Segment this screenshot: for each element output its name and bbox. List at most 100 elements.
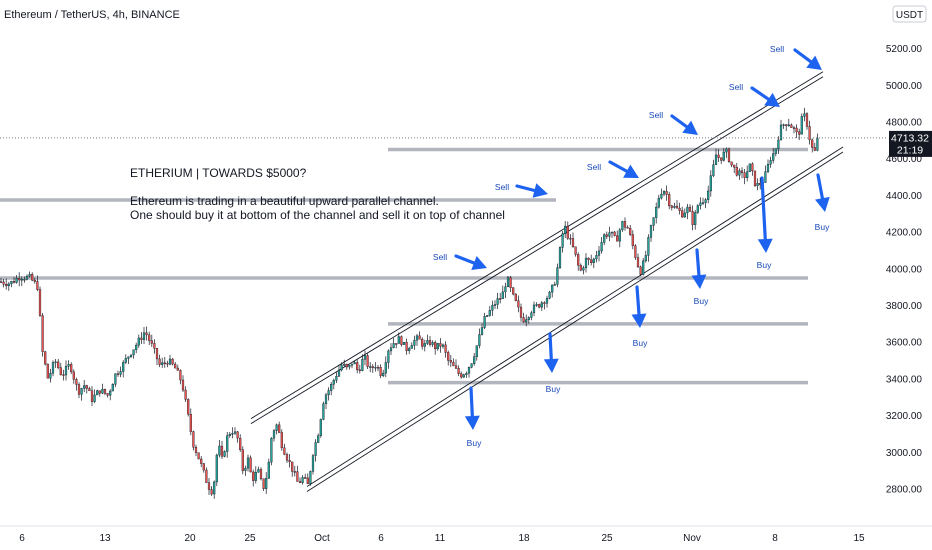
arrow-shaft xyxy=(695,248,701,277)
candle-body xyxy=(402,342,406,345)
candle-body xyxy=(155,348,159,360)
candle-body xyxy=(545,298,549,304)
candle-body xyxy=(72,371,75,380)
candle-body xyxy=(681,210,684,218)
candle-body xyxy=(610,231,614,234)
time-tick-label: Nov xyxy=(683,533,701,544)
candle-body xyxy=(795,127,798,133)
candle-body xyxy=(233,431,237,434)
candle-body xyxy=(496,298,499,305)
candle-body xyxy=(725,148,728,153)
candle-body xyxy=(678,207,681,211)
candle-body xyxy=(46,363,49,379)
candle-body xyxy=(655,206,658,218)
candle-body xyxy=(527,317,530,320)
candle-body xyxy=(621,221,624,231)
candle-body xyxy=(634,245,637,258)
candle-body xyxy=(36,281,39,290)
candle-body xyxy=(109,390,112,396)
time-tick-label: 15 xyxy=(853,533,865,544)
candle-body xyxy=(348,365,351,368)
candle-body xyxy=(779,124,783,141)
candle-body xyxy=(291,461,294,472)
candle-body xyxy=(166,362,169,365)
candle-body xyxy=(194,446,198,453)
candle-body xyxy=(5,283,8,287)
candle-body xyxy=(639,266,642,275)
candle-body xyxy=(0,281,3,283)
channel-lower-line xyxy=(306,151,844,492)
candle-body xyxy=(415,335,419,341)
candle-body xyxy=(376,366,380,369)
candle-body xyxy=(735,167,738,176)
candle-body xyxy=(636,257,640,268)
candle-body xyxy=(774,148,777,154)
price-tick-label: 3400.00 xyxy=(886,374,923,385)
candle-body xyxy=(714,154,718,165)
time-tick-label: 20 xyxy=(184,533,196,544)
price-tick-label: 5200.00 xyxy=(886,44,923,55)
candle-body xyxy=(787,124,790,127)
arrow-head xyxy=(815,196,830,212)
candle-body xyxy=(707,190,710,200)
candle-body xyxy=(727,148,731,163)
candle-body xyxy=(293,471,296,473)
price-axis[interactable] xyxy=(887,0,932,526)
candle-body xyxy=(192,431,195,448)
candle-body xyxy=(805,113,809,127)
candle-body xyxy=(353,362,356,365)
candle-body xyxy=(210,489,213,495)
candle-body xyxy=(800,116,803,135)
candle-body xyxy=(686,206,689,214)
candle-body xyxy=(324,394,328,404)
candle-body xyxy=(395,343,398,345)
candle-body xyxy=(543,302,546,304)
candle-body xyxy=(38,289,42,316)
time-tick-label: 6 xyxy=(19,533,25,544)
candle-body xyxy=(548,291,551,299)
candle-body xyxy=(132,349,135,356)
arrow-head xyxy=(471,255,487,270)
candle-body xyxy=(57,361,60,368)
time-tick-label: 25 xyxy=(601,533,613,544)
currency-badge[interactable] xyxy=(892,5,927,23)
time-axis-ticks: 6 13 20 25 Oct 6 11 18 25 Nov 8 15 xyxy=(19,533,865,544)
price-tick-label: 4400.00 xyxy=(886,191,923,202)
candle-body xyxy=(579,265,582,271)
candle-body xyxy=(647,237,650,256)
sell-annotation-label: Sell xyxy=(649,110,663,120)
candle-body xyxy=(777,139,780,150)
time-tick-label: 6 xyxy=(378,533,384,544)
candle-body xyxy=(142,332,146,340)
candle-body xyxy=(522,317,525,323)
candle-body xyxy=(400,336,403,345)
candle-body xyxy=(501,291,504,299)
trade-arrows: Sell Sell Sell Sell Sell Sell Buy Buy Buy Buy Buy B… xyxy=(433,44,830,448)
candle-body xyxy=(740,170,744,174)
candle-body xyxy=(675,205,679,209)
candle-body xyxy=(254,471,257,481)
candle-body xyxy=(306,477,309,484)
candle-body xyxy=(600,242,603,252)
candle-body xyxy=(439,343,442,347)
candle-body xyxy=(270,437,273,463)
candle-body xyxy=(551,284,554,293)
candle-body xyxy=(751,163,754,172)
candle-body xyxy=(626,227,629,229)
candle-body xyxy=(7,283,10,287)
candle-body xyxy=(691,211,694,225)
candle-body xyxy=(426,340,429,344)
candle-body xyxy=(231,433,234,435)
candle-body xyxy=(119,371,122,375)
candle-body xyxy=(327,390,330,396)
candle-body xyxy=(553,284,556,286)
candle-body xyxy=(423,343,426,347)
bar-countdown: 21:19 xyxy=(897,144,923,156)
candle-body xyxy=(392,343,395,348)
candle-body xyxy=(571,238,575,247)
candle-body xyxy=(317,435,320,443)
currency-label: USDT xyxy=(896,10,923,21)
annotation-title: ETHERIUM | TOWARDS $5000? xyxy=(130,166,307,180)
sell-annotation-label: Sell xyxy=(770,44,784,54)
